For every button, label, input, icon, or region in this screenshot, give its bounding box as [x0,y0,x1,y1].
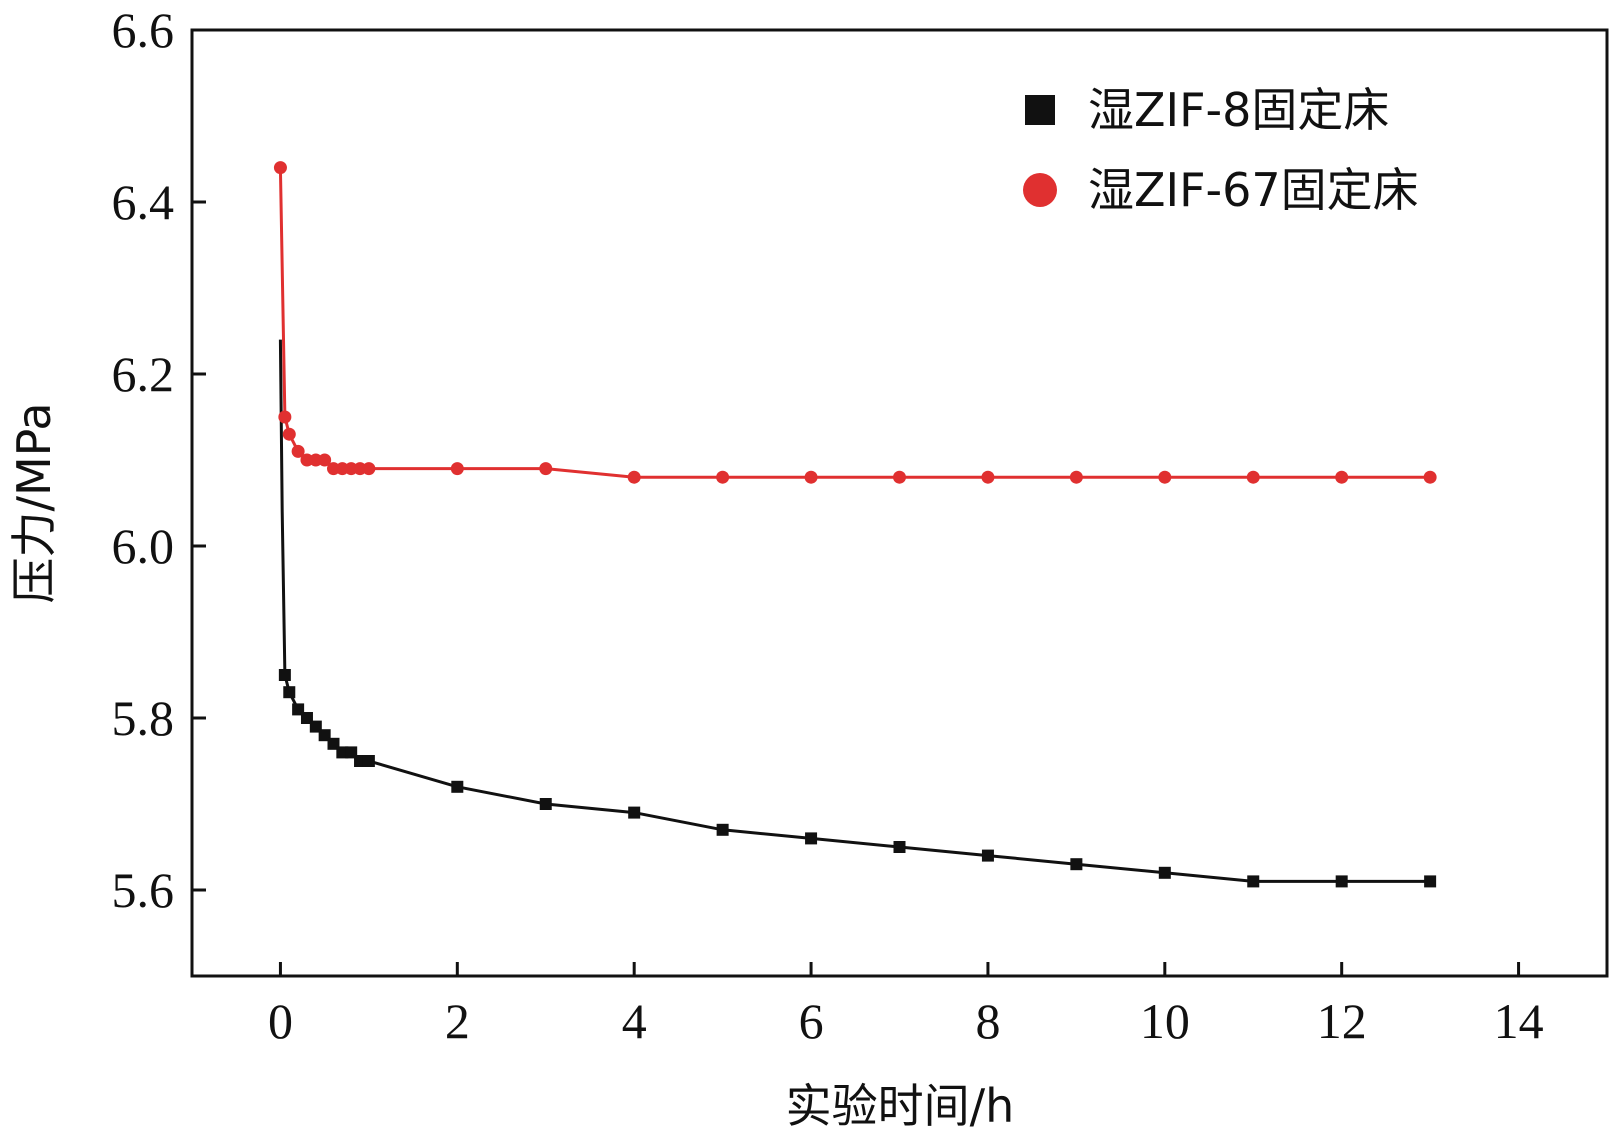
data-point-zif8 [1424,875,1437,888]
y-tick-label: 6.0 [112,518,175,574]
data-point-zif8 [893,841,906,853]
x-tick-label: 4 [622,993,647,1049]
legend-label-zif67: 湿ZIF-67固定床 [1088,163,1419,217]
data-point-zif8 [1158,866,1171,879]
x-tick-label: 0 [268,993,293,1049]
x-tick-label: 2 [445,993,470,1049]
plot-frame [190,28,1609,978]
data-point-zif67 [981,470,995,484]
data-point-zif8 [362,755,375,767]
x-axis-title: 实验时间/h [786,1079,1015,1133]
legend-marker-zif8 [1025,95,1055,125]
y-tick-label: 5.8 [112,690,175,746]
data-point-zif67 [291,444,305,458]
data-point-zif67 [1335,470,1349,484]
data-point-zif67 [716,470,730,484]
data-point-zif67 [282,427,296,441]
data-point-zif67 [1069,470,1083,484]
y-tick-label: 5.6 [112,862,175,918]
data-point-zif8 [451,780,464,793]
y-axis-title: 压力/MPa [7,402,61,603]
data-point-zif8 [278,669,291,681]
data-point-zif67 [1246,470,1260,484]
y-tick-label: 6.4 [112,174,175,230]
axis-ticks: 0 2 4 6 8 10 12 14 5.6 5.8 6.0 6.2 6.4 6.6 [112,2,1544,1049]
data-point-zif67 [1158,470,1172,484]
data-point-zif8 [981,849,994,862]
series-zif8 [278,339,1437,888]
legend-label-zif8: 湿ZIF-8固定床 [1088,83,1389,137]
data-point-zif67 [273,161,287,175]
data-point-zif8 [539,798,552,810]
x-tick-label: 6 [799,993,824,1049]
data-point-zif67 [893,470,906,484]
data-point-zif8 [628,806,641,819]
series-line-zif8 [278,339,1431,883]
data-point-zif8 [1247,875,1260,888]
data-point-zif8 [716,823,729,836]
data-point-zif67 [627,470,641,484]
data-point-zif8 [283,686,296,699]
x-tick-label: 12 [1317,993,1367,1049]
series-zif67 [273,161,1437,484]
data-point-zif67 [278,410,292,424]
y-tick-label: 6.2 [112,346,175,402]
x-tick-label: 10 [1140,993,1190,1049]
data-point-zif8 [805,832,818,845]
data-point-zif67 [318,453,332,467]
x-tick-label: 8 [975,993,1000,1049]
data-point-zif67 [362,462,376,476]
data-point-zif67 [804,470,818,484]
data-point-zif67 [1423,470,1437,484]
data-point-zif8 [1070,858,1083,871]
data-point-zif67 [450,462,464,476]
x-tick-label: 14 [1494,993,1544,1049]
legend-marker-zif67 [1023,173,1057,207]
data-point-zif67 [539,462,553,476]
series-layer [273,161,1437,888]
data-point-zif8 [1335,875,1348,888]
y-tick-label: 6.6 [112,2,175,58]
